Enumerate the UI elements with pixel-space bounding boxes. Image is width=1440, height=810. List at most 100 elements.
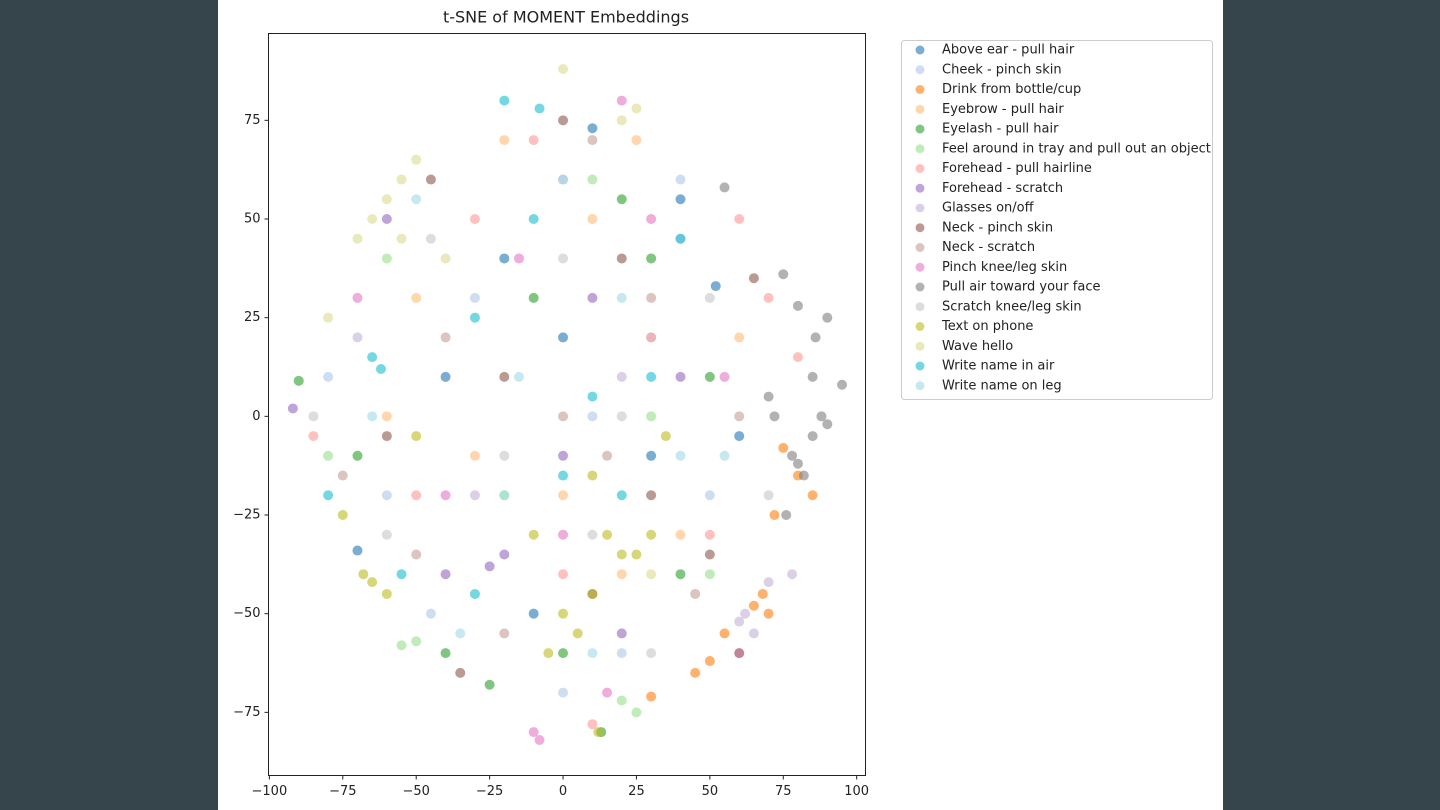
point (558, 411, 569, 422)
point (528, 292, 539, 303)
point (323, 450, 334, 461)
point (396, 174, 407, 185)
legend-marker (915, 104, 925, 114)
point (484, 561, 495, 572)
point (381, 431, 392, 442)
axes-frame (268, 33, 866, 776)
point (528, 529, 539, 540)
x-tick-label: −75 (329, 784, 356, 799)
point (616, 95, 627, 106)
point (646, 411, 657, 422)
point (558, 64, 569, 75)
point (367, 577, 378, 588)
point (602, 529, 613, 540)
x-tick-label: 25 (628, 784, 645, 799)
point (587, 214, 598, 224)
point (558, 648, 569, 659)
point (528, 727, 539, 738)
point (690, 667, 701, 678)
point (646, 691, 657, 702)
point (411, 292, 422, 303)
legend-marker (915, 381, 925, 391)
point (381, 588, 392, 599)
legend-marker (915, 85, 925, 94)
point (558, 253, 569, 264)
point (308, 431, 319, 442)
point (807, 490, 818, 501)
point (528, 608, 539, 619)
point (631, 707, 642, 718)
point (704, 490, 715, 501)
point (719, 450, 730, 461)
point (425, 174, 436, 185)
point (792, 458, 803, 469)
point (602, 450, 613, 461)
point (807, 371, 818, 382)
point (381, 253, 392, 264)
point (631, 103, 642, 114)
point (367, 214, 378, 224)
point (352, 332, 363, 343)
point (787, 569, 798, 580)
legend-label: Scratch knee/leg skin (942, 299, 1082, 314)
point (734, 332, 745, 343)
point (499, 253, 510, 264)
legend-label: Glasses on/off (942, 201, 1035, 216)
point (646, 648, 657, 659)
point (352, 545, 363, 556)
x-tick-label: −50 (402, 784, 429, 799)
point (616, 194, 627, 205)
legend-marker (915, 45, 925, 55)
point (646, 569, 657, 580)
point (675, 450, 686, 461)
point (646, 214, 657, 224)
point (528, 135, 539, 146)
point (381, 194, 392, 205)
point (534, 103, 545, 114)
point (499, 490, 510, 501)
x-tick-label: 0 (559, 784, 567, 799)
point (631, 549, 642, 560)
point (757, 588, 768, 599)
point (646, 292, 657, 303)
point (469, 588, 480, 599)
point (748, 628, 759, 639)
point (646, 253, 657, 264)
point (616, 569, 627, 580)
legend-label: Eyebrow - pull hair (942, 102, 1064, 117)
point (543, 648, 554, 659)
y-tick-label: 75 (244, 113, 261, 128)
point (367, 352, 378, 363)
point (287, 403, 298, 414)
point (469, 312, 480, 323)
point (734, 648, 745, 659)
legend-label: Drink from bottle/cup (942, 82, 1081, 97)
point (587, 391, 598, 402)
point (587, 648, 598, 659)
point (587, 411, 598, 422)
legend-label: Forehead - pull hairline (942, 161, 1092, 176)
point (675, 233, 686, 244)
point (587, 588, 598, 599)
point (675, 569, 686, 580)
point (381, 490, 392, 501)
point (396, 233, 407, 244)
legend-marker (915, 341, 925, 351)
legend-label: Pinch knee/leg skin (942, 260, 1067, 275)
legend-marker (915, 164, 925, 173)
point (763, 490, 774, 501)
point (704, 529, 715, 540)
x-tick-label: −100 (252, 784, 288, 799)
point (323, 490, 334, 501)
x-tick-label: −25 (476, 784, 503, 799)
point (704, 569, 715, 580)
point (587, 470, 598, 481)
y-tick-label: −50 (233, 606, 260, 621)
point (558, 174, 569, 185)
point (375, 363, 386, 374)
plot-area (287, 64, 848, 745)
point (710, 281, 721, 292)
point (837, 379, 848, 390)
